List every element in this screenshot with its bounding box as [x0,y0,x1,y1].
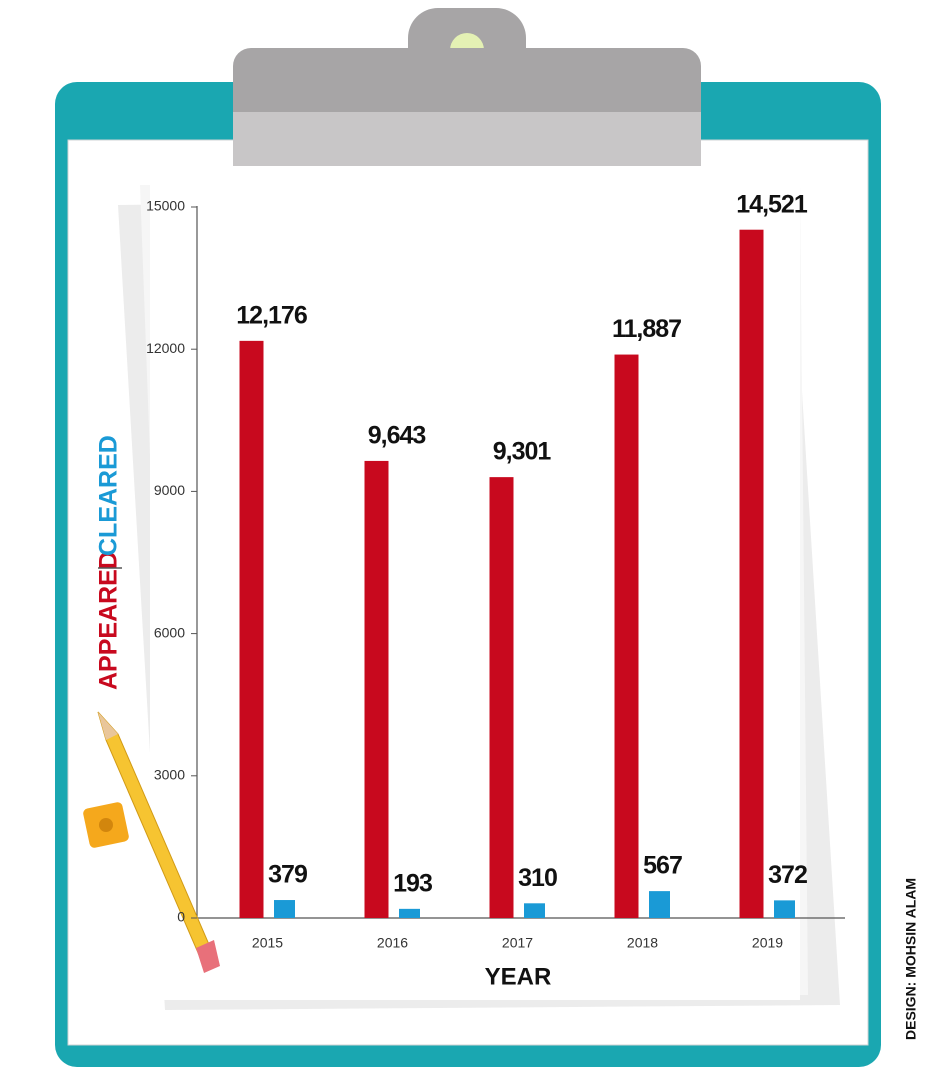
value-label: 9,301 [493,438,552,466]
x-tick-label: 2015 [252,935,283,951]
legend-label: CLEARED [95,435,123,556]
value-label: 9,643 [368,422,426,450]
bar [774,900,795,918]
bar [239,340,264,918]
x-axis-title: YEAR [485,963,552,990]
y-tick-label: 9000 [154,482,185,498]
pencil [97,711,220,973]
y-tick-label: 0 [177,909,185,925]
y-tick-label: 15000 [146,198,185,214]
value-label: 11,887 [612,315,681,343]
bar [399,908,420,918]
x-tick-label: 2017 [502,935,533,951]
y-tick-label: 12000 [146,340,185,356]
bar [489,477,514,918]
value-label: 379 [268,861,307,889]
bar [614,354,639,918]
y-tick-label: 6000 [154,624,185,640]
value-label: 310 [518,864,557,892]
bar [364,460,389,918]
x-tick-label: 2019 [752,935,783,951]
legend: APPEARED CLEARED [95,435,123,690]
x-tick-label: 2018 [627,935,658,951]
bar [274,900,295,918]
value-label: 372 [768,861,807,889]
bar [739,229,764,919]
value-label: 14,521 [736,190,808,218]
x-tick-label: 2016 [377,935,408,951]
y-tick-label: 3000 [154,767,185,783]
legend-label: APPEARED [95,551,123,690]
sharpener [83,802,129,848]
value-label: 12,176 [236,301,307,329]
clip-lower [233,112,701,166]
value-label: 193 [393,869,432,897]
credit: DESIGN: MOHSIN ALAM [903,878,919,1040]
bar [524,903,545,918]
bar [649,891,670,918]
value-label: 567 [643,852,682,880]
